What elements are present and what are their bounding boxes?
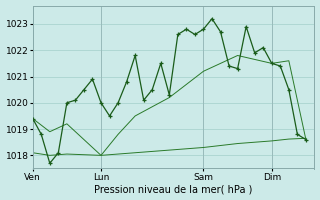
X-axis label: Pression niveau de la mer( hPa ): Pression niveau de la mer( hPa ) [94, 184, 253, 194]
